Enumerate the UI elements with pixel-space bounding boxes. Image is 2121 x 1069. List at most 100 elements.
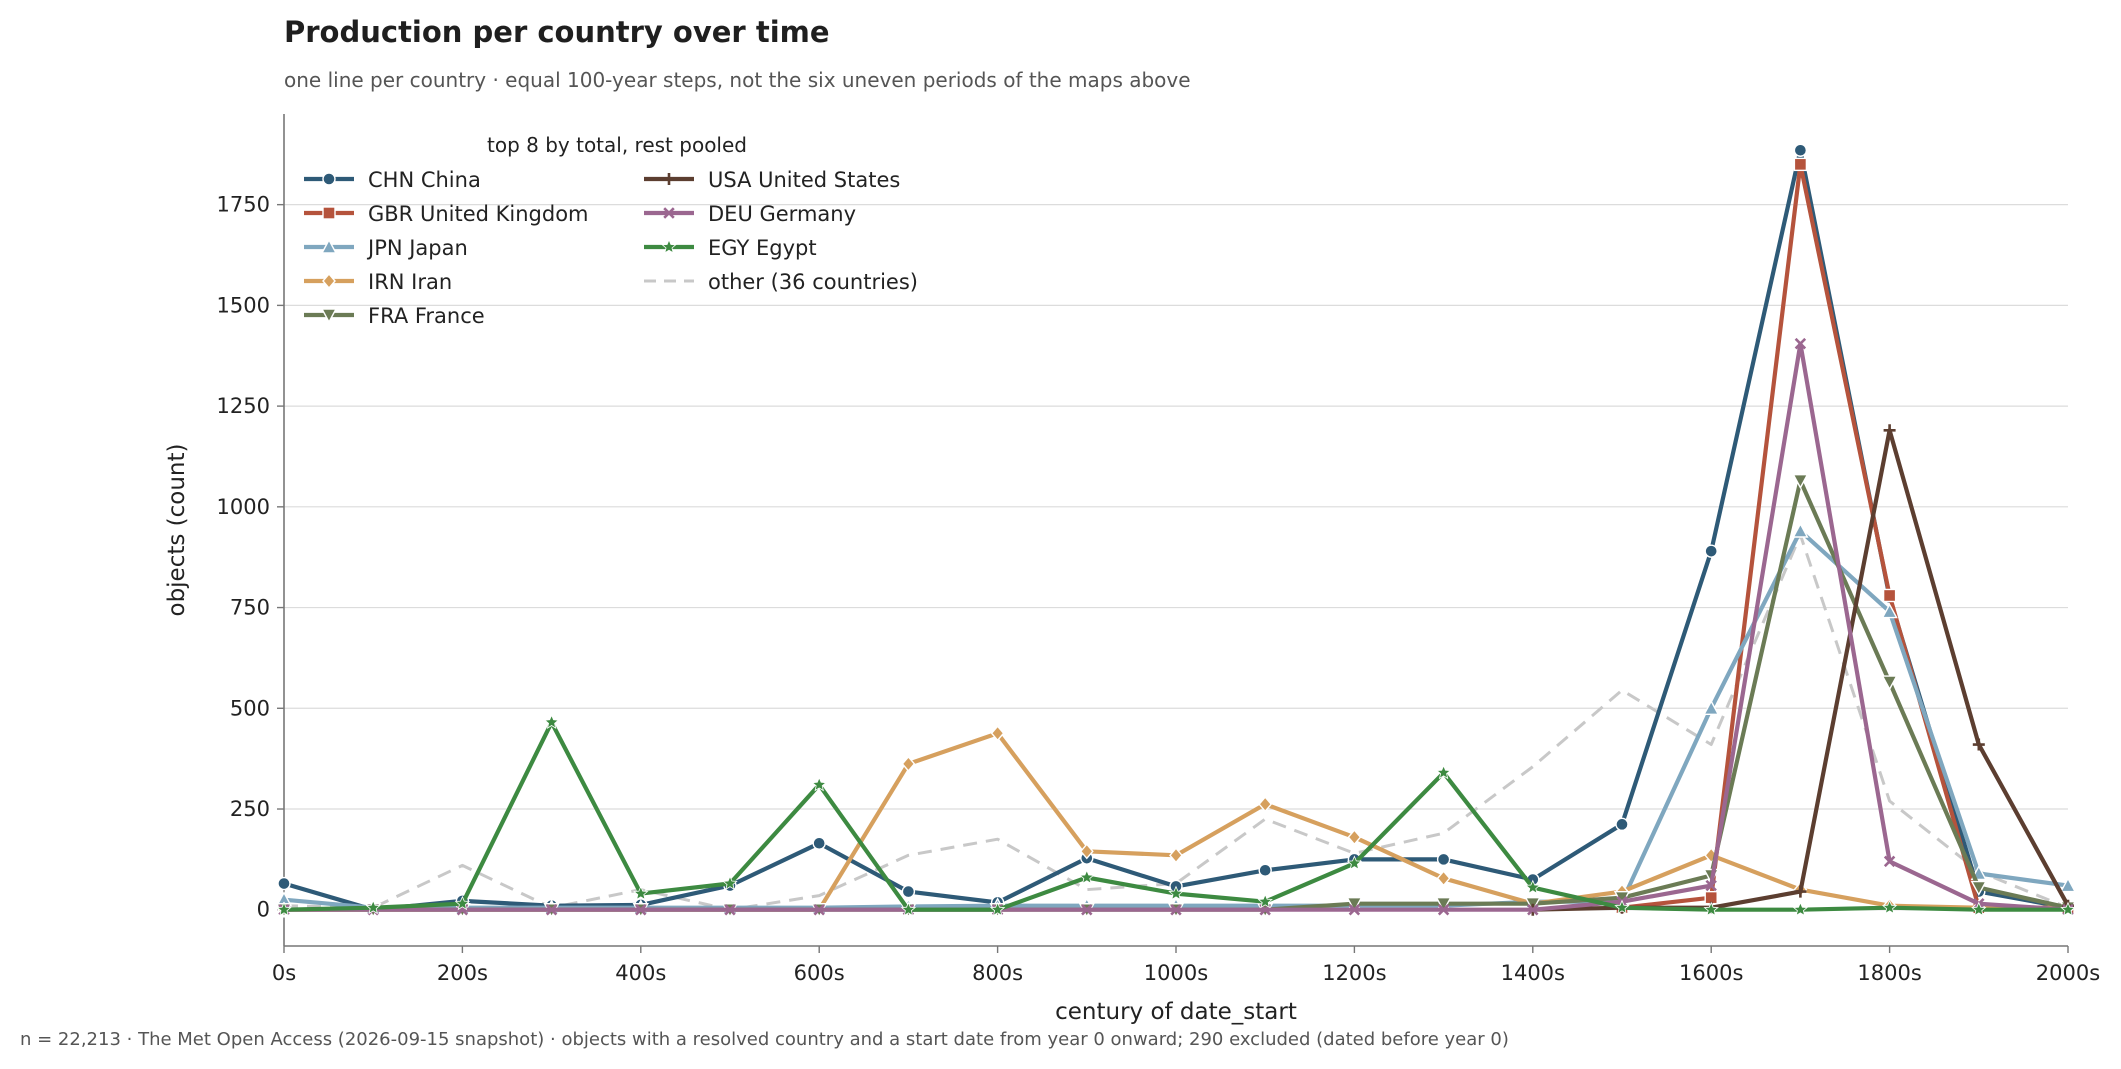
data-point	[901, 884, 916, 899]
data-point	[276, 901, 292, 917]
legend-item: FRA France	[304, 304, 485, 328]
x-tick-label: 1800s	[1857, 961, 1921, 985]
data-point	[1435, 764, 1452, 780]
x-tick-label: 1600s	[1679, 961, 1743, 985]
data-point	[1881, 675, 1898, 691]
data-point	[663, 173, 675, 185]
gridlines	[284, 204, 2068, 911]
data-point	[1704, 544, 1718, 558]
data-point	[1792, 473, 1809, 490]
data-point	[813, 904, 825, 916]
data-point	[1081, 904, 1093, 916]
data-point	[322, 172, 336, 186]
series-line	[281, 478, 2071, 912]
data-point	[1347, 829, 1362, 846]
data-point	[724, 904, 736, 916]
data-point	[1882, 588, 1897, 603]
data-point	[1793, 157, 1808, 172]
x-tick-label: 1200s	[1322, 961, 1386, 985]
legend-item: JPN Japan	[304, 236, 468, 260]
legend-label: EGY Egypt	[708, 236, 817, 260]
data-point	[1881, 899, 1898, 915]
data-point	[901, 755, 916, 772]
series-line	[281, 341, 2071, 912]
x-tick-label: 800s	[972, 961, 1023, 985]
data-point	[1703, 699, 1720, 715]
data-point	[1257, 893, 1273, 909]
data-point	[1972, 738, 1985, 751]
data-point	[1436, 870, 1451, 887]
x-tick-label: 2000s	[2036, 961, 2100, 985]
data-point	[1169, 847, 1183, 864]
legend-item: GBR United Kingdom	[304, 202, 589, 226]
y-tick-label: 1750	[217, 193, 270, 217]
data-point	[1794, 885, 1807, 898]
data-point	[663, 207, 675, 219]
x-tick-label: 400s	[615, 961, 666, 985]
data-point	[1705, 879, 1717, 892]
data-point	[900, 901, 917, 917]
y-tick-label: 1500	[217, 293, 270, 317]
data-point	[322, 206, 336, 220]
data-point	[1258, 796, 1273, 813]
data-point	[277, 876, 291, 891]
data-point	[1703, 901, 1719, 917]
data-point	[635, 904, 647, 916]
data-point	[1792, 522, 1809, 538]
data-point	[1883, 424, 1896, 437]
data-point	[811, 776, 827, 792]
chart-subtitle: one line per country · equal 100-year st…	[284, 68, 1191, 92]
data-point	[1348, 904, 1361, 916]
data-point	[1079, 869, 1095, 885]
legend-item: USA United States	[644, 168, 900, 192]
data-point	[1168, 885, 1184, 901]
legend-title: top 8 by total, rest pooled	[487, 133, 747, 157]
y-tick-label: 250	[230, 797, 270, 821]
y-tick-label: 1000	[217, 495, 270, 519]
data-point	[989, 901, 1006, 917]
data-point	[322, 272, 336, 290]
data-point	[990, 725, 1005, 742]
legend-label: IRN Iran	[368, 270, 452, 294]
data-point	[633, 885, 649, 901]
y-tick-label: 750	[230, 596, 270, 620]
series-egy-egypt	[276, 714, 2076, 917]
legend-label: DEU Germany	[708, 202, 856, 226]
data-point	[1971, 901, 1987, 917]
legend-item: CHN China	[304, 168, 481, 192]
data-point	[661, 238, 677, 254]
y-tick-label: 0	[257, 898, 270, 922]
data-point	[1436, 852, 1451, 867]
chart-title: Production per country over time	[284, 15, 830, 49]
x-tick-label: 1000s	[1144, 961, 1208, 985]
data-point	[320, 238, 338, 254]
series-line	[1530, 428, 2071, 912]
data-point	[1525, 879, 1541, 895]
legend-label: CHN China	[368, 168, 481, 192]
x-tick-label: 200s	[437, 961, 488, 985]
data-point	[2059, 877, 2077, 893]
data-point	[1792, 901, 1809, 917]
data-point	[365, 899, 381, 915]
data-point	[1346, 896, 1363, 913]
x-tick-label: 1400s	[1501, 961, 1565, 985]
legend-label: JPN Japan	[366, 236, 468, 260]
data-point	[1437, 904, 1450, 916]
legend-label: GBR United Kingdom	[368, 202, 589, 226]
series-chn-china	[277, 143, 2075, 917]
x-tick-label: 600s	[794, 961, 845, 985]
data-point	[1794, 337, 1807, 350]
data-point	[1258, 863, 1272, 877]
data-point	[1527, 904, 1539, 916]
data-point	[812, 836, 826, 850]
data-point	[320, 308, 338, 324]
data-point	[722, 875, 738, 891]
y-ticks: 0 250 500 750 1000 1250 1500 1750	[217, 193, 284, 922]
data-point	[545, 904, 558, 916]
data-point	[2060, 901, 2076, 917]
x-ticks: 0s 200s 400s 600s 800s 1000s 1200s 1400s 1600s 18…	[272, 946, 2100, 985]
series-usa-united-states	[1526, 424, 2074, 916]
data-point	[543, 714, 560, 729]
series-gbr-united-kingdom	[1615, 157, 2075, 915]
